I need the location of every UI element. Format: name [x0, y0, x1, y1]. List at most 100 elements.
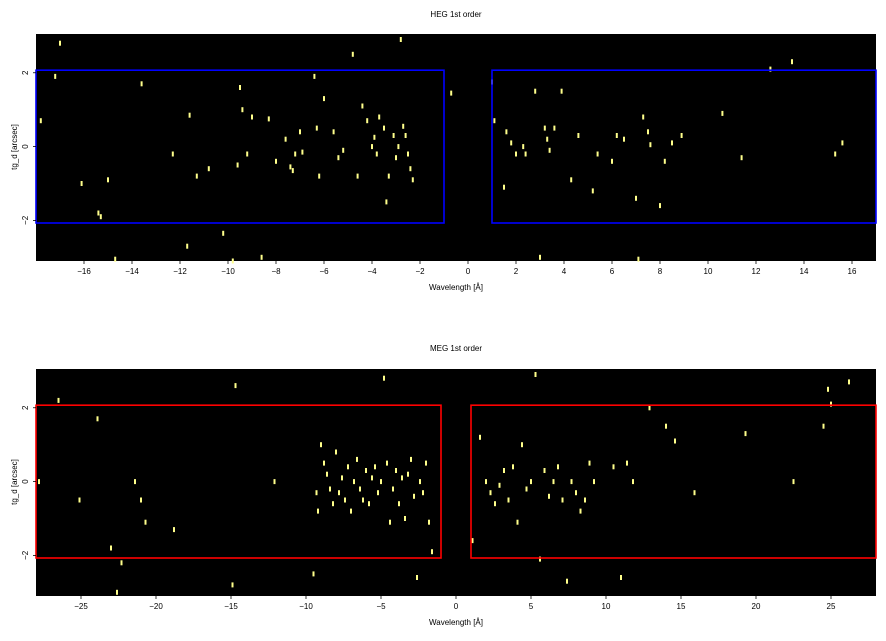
- heg-data-point: [560, 88, 563, 94]
- meg-data-point: [140, 497, 142, 503]
- meg-y-axis-label: tg_d [arcsec]: [10, 459, 19, 505]
- heg-data-point: [383, 125, 385, 131]
- heg-y-axis-label: tg_d [arcsec]: [10, 124, 19, 170]
- heg-data-point: [54, 73, 57, 79]
- heg-data-point: [577, 133, 580, 138]
- heg-data-point: [313, 73, 316, 79]
- heg-data-point: [659, 203, 661, 209]
- meg-data-point: [494, 501, 496, 507]
- heg-x-tick-label: −4: [367, 267, 377, 276]
- heg-data-point: [97, 210, 100, 216]
- heg-data-point: [275, 158, 277, 164]
- heg-x-axis-label: Wavelength [Å]: [429, 283, 483, 292]
- heg-data-point: [493, 118, 496, 124]
- heg-data-point: [375, 151, 378, 157]
- meg-data-point: [356, 456, 358, 462]
- heg-data-point: [524, 151, 527, 157]
- meg-data-point: [413, 493, 415, 499]
- meg-data-point: [848, 379, 850, 385]
- meg-data-point: [570, 479, 573, 485]
- heg-data-point: [171, 151, 174, 157]
- meg-data-point: [744, 431, 747, 437]
- meg-data-point: [57, 397, 60, 403]
- heg-title: HEG 1st order: [430, 10, 481, 19]
- meg-data-point: [503, 468, 505, 473]
- meg-data-point: [792, 479, 795, 485]
- meg-data-point: [479, 434, 481, 440]
- heg-x-tick-label: −10: [221, 267, 235, 276]
- heg-x-tick-label: −16: [77, 267, 91, 276]
- heg-data-point: [373, 134, 376, 140]
- meg-data-point: [116, 589, 118, 595]
- heg-data-point: [207, 166, 210, 172]
- heg-data-point: [315, 125, 318, 131]
- meg-x-tick-label: 25: [827, 602, 836, 611]
- meg-data-point: [579, 508, 582, 514]
- meg-data-point: [350, 508, 352, 514]
- meg-x-tick-label: −10: [299, 602, 313, 611]
- heg-data-point: [366, 118, 369, 124]
- heg-data-point: [99, 214, 102, 220]
- meg-data-point: [144, 519, 147, 525]
- meg-data-point: [584, 497, 586, 503]
- heg-data-point: [59, 40, 61, 46]
- heg-data-point: [663, 158, 666, 164]
- meg-data-point: [830, 401, 832, 407]
- heg-data-point: [284, 136, 287, 142]
- heg-data-point: [301, 149, 304, 155]
- meg-x-tick-label: 15: [677, 602, 686, 611]
- heg-data-point: [291, 168, 294, 174]
- heg-data-point: [534, 88, 537, 94]
- meg-x-tick-label: −5: [376, 602, 386, 611]
- meg-data-point: [401, 475, 403, 481]
- meg-data-point: [323, 460, 325, 466]
- meg-data-point: [557, 464, 559, 470]
- meg-data-point: [471, 538, 474, 544]
- heg-data-point: [411, 177, 414, 183]
- meg-data-point: [338, 490, 340, 496]
- heg-x-tick-label: −14: [125, 267, 139, 276]
- meg-y-tick-label: 2: [21, 405, 30, 410]
- heg-data-point: [385, 199, 388, 205]
- heg-data-point: [378, 114, 381, 120]
- heg-data-point: [332, 129, 335, 135]
- heg-y-tick-label: 2: [21, 70, 30, 75]
- meg-data-point: [588, 460, 591, 466]
- meg-data-point: [404, 516, 406, 521]
- meg-data-point: [525, 486, 528, 492]
- meg-data-point: [38, 479, 40, 485]
- heg-data-point: [791, 59, 793, 65]
- heg-x-tick-label: −8: [271, 267, 281, 276]
- heg-data-point: [188, 112, 191, 118]
- heg-data-point: [647, 129, 649, 135]
- heg-data-point: [637, 256, 640, 262]
- heg-y-tick-label: −2: [21, 215, 30, 225]
- meg-y-tick-label: −2: [21, 550, 30, 560]
- meg-data-point: [521, 442, 523, 448]
- heg-data-point: [236, 162, 239, 168]
- meg-data-point: [552, 479, 555, 485]
- meg-data-point: [548, 493, 550, 499]
- meg-data-point: [665, 423, 667, 429]
- heg-data-point: [267, 116, 270, 122]
- meg-data-point: [827, 386, 829, 392]
- meg-data-point: [383, 375, 385, 381]
- meg-data-point: [374, 464, 376, 470]
- meg-plot-background: [36, 369, 876, 596]
- meg-y-axis: −2 0 2: [21, 405, 36, 560]
- meg-data-point: [347, 464, 349, 470]
- heg-points: [39, 37, 844, 264]
- heg-data-point: [342, 147, 345, 153]
- heg-data-point: [107, 177, 109, 183]
- heg-data-point: [351, 51, 354, 57]
- heg-data-point: [186, 243, 189, 249]
- heg-data-point: [649, 142, 652, 148]
- meg-data-point: [428, 519, 430, 525]
- heg-extraction-region-2: [491, 69, 877, 224]
- heg-data-point: [635, 195, 637, 201]
- meg-data-point: [498, 482, 501, 488]
- meg-data-point: [312, 571, 315, 577]
- meg-data-point: [534, 372, 537, 377]
- meg-data-point: [173, 527, 175, 533]
- heg-x-tick-label: −2: [415, 267, 425, 276]
